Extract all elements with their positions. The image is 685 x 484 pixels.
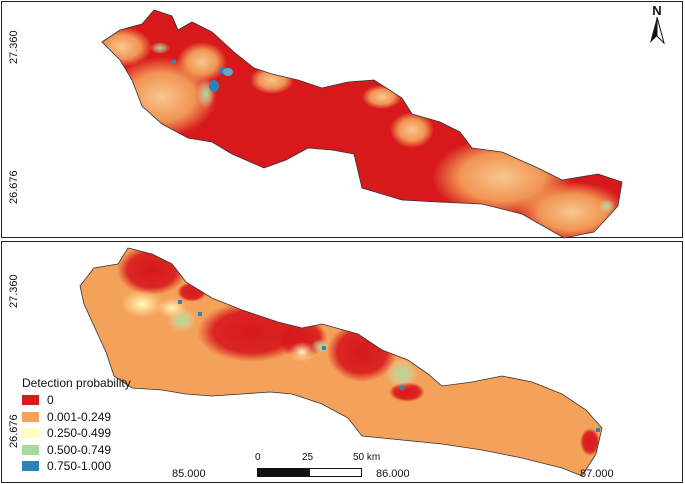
legend-swatch [22,395,39,406]
legend-item: 0 [22,392,131,409]
legend-label: 0.750-1.000 [47,459,112,474]
scale-bar-graphic [257,468,362,477]
legend-item: 0.500-0.749 [22,442,131,459]
map-top-svg [101,9,623,239]
legend-item: 0.250-0.499 [22,425,131,442]
north-label: N [652,3,662,18]
map-bottom-svg [79,247,603,477]
legend-item: 0.750-1.000 [22,458,131,475]
lon-label-2: 86.000 [376,468,410,480]
lat-label-top-2: 26.676 [8,170,20,204]
lon-label-3: 87.000 [580,468,614,480]
legend-title: Detection probability [22,376,131,390]
legend-swatch [22,428,39,439]
scale-bar: 0 25 50 km [255,452,455,482]
legend: Detection probability 0 0.001-0.249 0.25… [22,376,131,475]
lat-label-bottom-1: 27.360 [8,274,20,308]
legend-swatch [22,461,39,472]
scale-label-25: 25 [302,452,314,463]
north-arrow-icon [650,16,665,45]
scale-label-0: 0 [255,452,261,463]
map-panel-top: 27.360 26.676 [1,1,683,239]
legend-label: 0.001-0.249 [47,409,112,424]
lat-label-bottom-2: 26.676 [8,414,20,448]
legend-item: 0.001-0.249 [22,409,131,426]
legend-swatch [22,444,39,455]
legend-label: 0.500-0.749 [47,442,112,457]
north-arrow: N [645,3,669,45]
scale-label-50: 50 km [353,452,381,463]
legend-swatch [22,411,39,422]
map-panel-bottom: 27.360 26.676 85.000 86.000 87.000 [1,241,683,483]
lat-label-top-1: 27.360 [8,30,20,64]
legend-label: 0.250-0.499 [47,426,112,441]
legend-label: 0 [47,393,54,408]
lon-label-1: 85.000 [172,468,206,480]
